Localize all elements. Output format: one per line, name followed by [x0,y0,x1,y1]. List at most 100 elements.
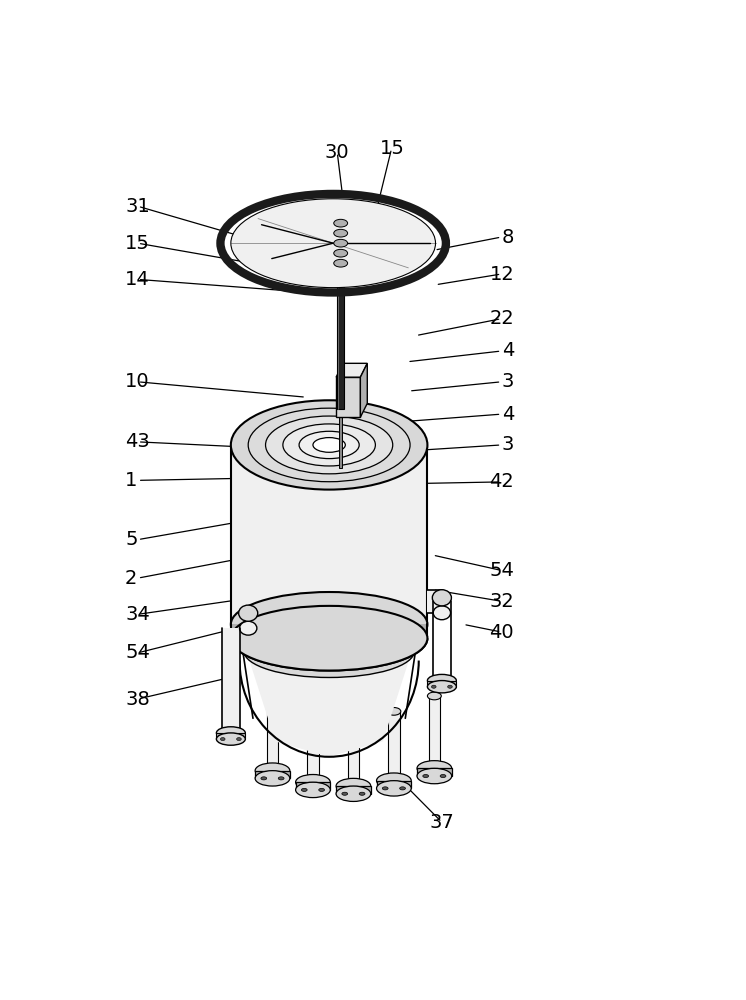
Text: 8: 8 [502,228,514,247]
Ellipse shape [427,681,457,693]
Ellipse shape [221,738,225,741]
Text: 42: 42 [489,472,514,491]
Ellipse shape [427,692,442,700]
Polygon shape [336,363,367,377]
Text: 4: 4 [502,342,514,360]
Polygon shape [427,590,442,613]
Ellipse shape [283,424,375,466]
Ellipse shape [231,592,427,657]
Ellipse shape [261,777,267,780]
Polygon shape [222,628,239,733]
Ellipse shape [239,621,257,635]
Text: 15: 15 [125,234,150,253]
Ellipse shape [440,774,446,778]
Text: 43: 43 [125,432,150,451]
Ellipse shape [313,438,345,452]
Ellipse shape [278,777,284,780]
Ellipse shape [433,590,451,606]
Ellipse shape [433,606,451,620]
Ellipse shape [295,774,330,790]
Ellipse shape [431,685,436,688]
Text: 3: 3 [502,372,514,391]
Polygon shape [267,699,278,771]
Text: 54: 54 [489,561,514,580]
Polygon shape [360,363,367,417]
Polygon shape [307,713,319,782]
Ellipse shape [359,792,365,795]
Polygon shape [255,771,289,778]
Text: 14: 14 [125,270,150,289]
Ellipse shape [342,792,348,795]
Polygon shape [428,696,440,768]
Ellipse shape [216,733,245,745]
Ellipse shape [377,781,411,796]
Ellipse shape [236,738,241,741]
Polygon shape [339,417,342,468]
Ellipse shape [239,599,419,661]
Text: 40: 40 [489,623,514,642]
Ellipse shape [417,768,451,784]
Polygon shape [348,717,360,786]
Ellipse shape [301,788,307,791]
Polygon shape [295,782,330,790]
Polygon shape [239,630,419,757]
Polygon shape [417,768,451,776]
Ellipse shape [417,761,451,776]
Ellipse shape [319,788,325,791]
Text: 1: 1 [125,471,137,490]
Ellipse shape [336,786,371,801]
Ellipse shape [255,771,289,786]
Ellipse shape [382,787,388,790]
Text: 2: 2 [125,569,137,588]
Text: 31: 31 [125,197,150,216]
Text: 10: 10 [125,372,150,391]
Text: 34: 34 [125,605,150,624]
Text: 38: 38 [125,690,150,709]
Ellipse shape [377,773,411,788]
Polygon shape [216,733,245,739]
Ellipse shape [448,685,452,688]
Ellipse shape [248,408,410,482]
Ellipse shape [266,416,392,474]
Ellipse shape [231,606,427,671]
Ellipse shape [336,778,371,794]
Text: 3: 3 [502,435,514,454]
Ellipse shape [266,695,280,703]
Text: 22: 22 [489,309,514,328]
Text: 30: 30 [325,143,349,162]
Ellipse shape [231,400,427,490]
Polygon shape [231,624,427,638]
Polygon shape [427,681,457,687]
Ellipse shape [255,763,289,778]
Text: 15: 15 [380,139,404,158]
Text: 4: 4 [502,405,514,424]
Ellipse shape [299,431,359,459]
Text: 12: 12 [489,264,514,284]
Polygon shape [377,781,411,788]
Ellipse shape [333,259,348,267]
Ellipse shape [306,709,320,717]
Ellipse shape [333,229,348,237]
Ellipse shape [333,219,348,227]
Ellipse shape [423,774,428,778]
Ellipse shape [244,625,414,677]
Text: 5: 5 [125,530,137,549]
Ellipse shape [333,249,348,257]
Ellipse shape [231,199,436,288]
Ellipse shape [387,708,401,715]
Text: 37: 37 [430,813,454,832]
Ellipse shape [333,239,348,247]
Text: 54: 54 [125,643,150,662]
Polygon shape [336,377,360,417]
Ellipse shape [239,605,257,621]
Polygon shape [337,256,344,409]
Ellipse shape [295,782,330,798]
Polygon shape [336,786,371,794]
Polygon shape [231,445,427,624]
Ellipse shape [427,674,457,687]
Polygon shape [388,711,400,781]
Ellipse shape [216,727,245,739]
Ellipse shape [346,713,360,721]
Text: 32: 32 [489,592,514,611]
Ellipse shape [400,787,406,790]
